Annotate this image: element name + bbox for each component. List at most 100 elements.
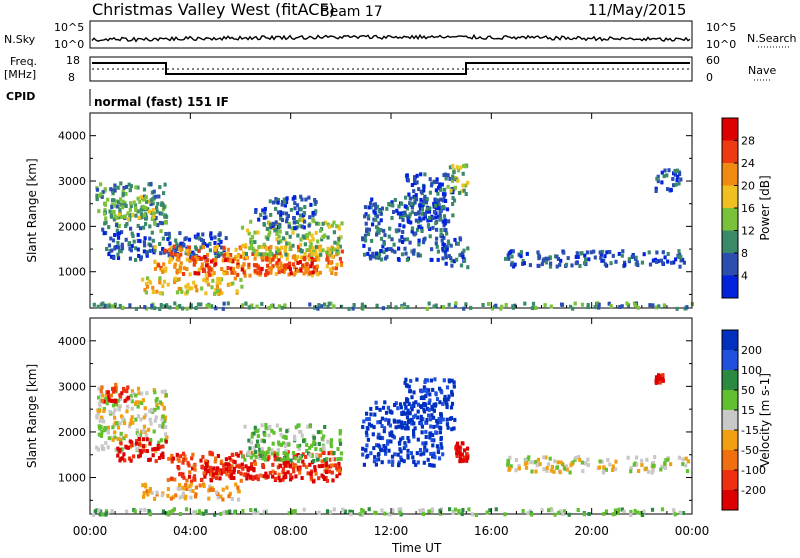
echo-cell [555,254,559,259]
echo-cell [444,255,448,260]
echo-cell [413,175,417,180]
echo-cell [177,286,181,291]
echo-cell [310,261,314,266]
echo-cell [245,476,249,481]
echo-cell [192,474,197,479]
echo-cell [599,253,603,258]
echo-cell [150,190,154,195]
echo-cell [546,256,550,261]
echo-cell [227,494,231,499]
echo-cell [297,446,301,451]
echo-cell [540,262,544,267]
echo-cell [441,219,445,224]
echo-cell [447,241,451,246]
echo-cell [271,221,275,226]
echo-cell [557,510,561,515]
echo-cell [162,405,166,410]
echo-cell [364,448,368,453]
echo-cell [166,478,170,482]
echo-cell [99,415,103,420]
echo-cell [142,428,146,433]
echo-cell [144,214,148,219]
echo-cell [287,221,291,226]
echo-cell [428,227,432,231]
echo-cell [399,455,403,460]
echo-cell [161,270,165,274]
echo-cell [409,220,413,225]
echo-cell [441,256,445,261]
echo-cell [116,436,120,441]
echo-cell [110,398,115,403]
echo-cell [414,211,418,216]
echo-cell [100,385,104,390]
echo-cell [367,227,371,232]
echo-cell [452,380,456,385]
echo-cell [411,455,415,460]
echo-cell [358,512,362,517]
echo-cell [291,262,295,267]
echo-cell [125,389,129,394]
echo-cell [129,418,133,423]
colorbar-tick-label: -50 [741,444,759,457]
echo-cell [404,195,408,200]
echo-cell [191,452,195,457]
echo-cell [380,508,384,513]
echo-cell [129,394,133,399]
echo-cell [459,252,463,257]
echo-cell [542,455,546,460]
echo-cell [119,249,123,254]
echo-cell [97,508,101,513]
echo-cell [317,257,321,262]
echo-cell [215,284,219,289]
echo-cell [270,451,274,456]
echo-cell [307,195,311,200]
echo-cell [589,250,593,255]
echo-cell [274,197,278,202]
echo-region [654,373,665,385]
echo-cell [101,190,105,195]
echo-cell [305,465,309,470]
echo-cell [317,245,321,250]
echo-cell [371,222,375,227]
echo-cell [173,262,177,267]
echo-cell [383,256,388,261]
echo-cell [152,211,156,216]
echo-cell [538,462,542,467]
echo-cell [279,213,283,218]
echo-cell [164,439,168,444]
echo-cell [402,224,406,229]
echo-cell [153,248,157,253]
echo-cell [119,181,123,186]
echo-cell [419,418,423,423]
echo-cell [555,264,559,269]
echo-cell [134,246,138,251]
echo-cell [269,304,274,308]
echo-cell [378,420,382,424]
colorbar-swatch [722,450,738,471]
echo-cell [113,233,117,237]
echo-cell [294,425,298,430]
x-tick-label: 08:00 [273,524,308,538]
echo-cell [412,189,416,194]
echo-cell [107,304,111,309]
echo-cell [97,386,101,391]
echo-cell [397,424,401,429]
freq-strip: Freq. [MHz] 18 8 60 0 Nave [4,54,776,84]
echo-cell [432,201,436,206]
echo-cell [264,451,268,456]
echo-cell [281,441,285,446]
echo-cell [278,457,282,462]
echo-cell [287,224,291,229]
echo-cell [142,415,146,420]
echo-cell [449,243,453,248]
echo-cell [439,197,443,202]
echo-cell [381,306,385,311]
echo-region [240,217,344,257]
echo-cell [416,460,420,465]
echo-cell [629,509,633,514]
echo-cell [164,511,168,516]
echo-cell [442,214,447,219]
echo-cell [213,512,217,517]
echo-cell [296,261,300,265]
echo-cell [506,462,510,467]
